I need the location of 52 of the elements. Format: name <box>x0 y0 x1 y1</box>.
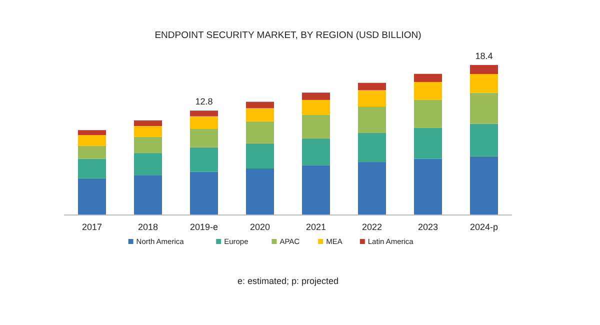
bar <box>134 136 162 154</box>
x-tick-label: 2021 <box>306 222 326 232</box>
chart-title: ENDPOINT SECURITY MARKET, BY REGION (USD BILLION) <box>154 30 422 41</box>
bar <box>414 100 442 128</box>
bar <box>246 168 274 215</box>
bar <box>414 74 442 82</box>
x-tick-label: 2020 <box>250 222 270 232</box>
bar <box>78 146 106 159</box>
bar <box>134 153 162 176</box>
bar <box>470 65 498 74</box>
bar <box>78 178 106 215</box>
bar <box>246 143 274 168</box>
x-tick-label: 2019-e <box>190 222 218 232</box>
bar <box>78 135 106 146</box>
bar <box>246 121 274 144</box>
bar <box>190 147 218 172</box>
bar <box>190 110 218 116</box>
bar <box>358 90 386 107</box>
bar <box>78 130 106 136</box>
x-tick-label: 2018 <box>138 222 158 232</box>
x-tick-label: 2024-p <box>470 222 498 232</box>
bar <box>190 172 218 215</box>
bar <box>302 100 330 115</box>
bar <box>358 106 386 133</box>
bar <box>134 126 162 137</box>
annotation: 18.4 <box>475 51 493 61</box>
bar <box>190 128 218 148</box>
bar <box>358 162 386 215</box>
bar <box>414 158 442 215</box>
bar <box>414 82 442 100</box>
bar <box>302 138 330 166</box>
x-tick-label: 2023 <box>418 222 438 232</box>
annotation: 12.8 <box>195 96 213 107</box>
bar <box>470 156 498 215</box>
bar <box>470 74 498 93</box>
bar <box>134 120 162 126</box>
bar <box>302 165 330 215</box>
bar <box>302 92 330 100</box>
bar <box>358 82 386 90</box>
bar <box>134 175 162 215</box>
text: e: estimated; p: projected <box>237 276 339 286</box>
x-tick-label: 2017 <box>82 222 102 232</box>
bar <box>246 102 274 108</box>
bar <box>246 108 274 122</box>
x-tick-label: 2022 <box>362 222 382 232</box>
bar <box>358 132 386 162</box>
bar <box>78 158 106 178</box>
bar <box>470 92 498 124</box>
bar <box>302 114 330 138</box>
bar <box>470 124 498 156</box>
bar <box>190 116 218 129</box>
bar <box>414 128 442 159</box>
